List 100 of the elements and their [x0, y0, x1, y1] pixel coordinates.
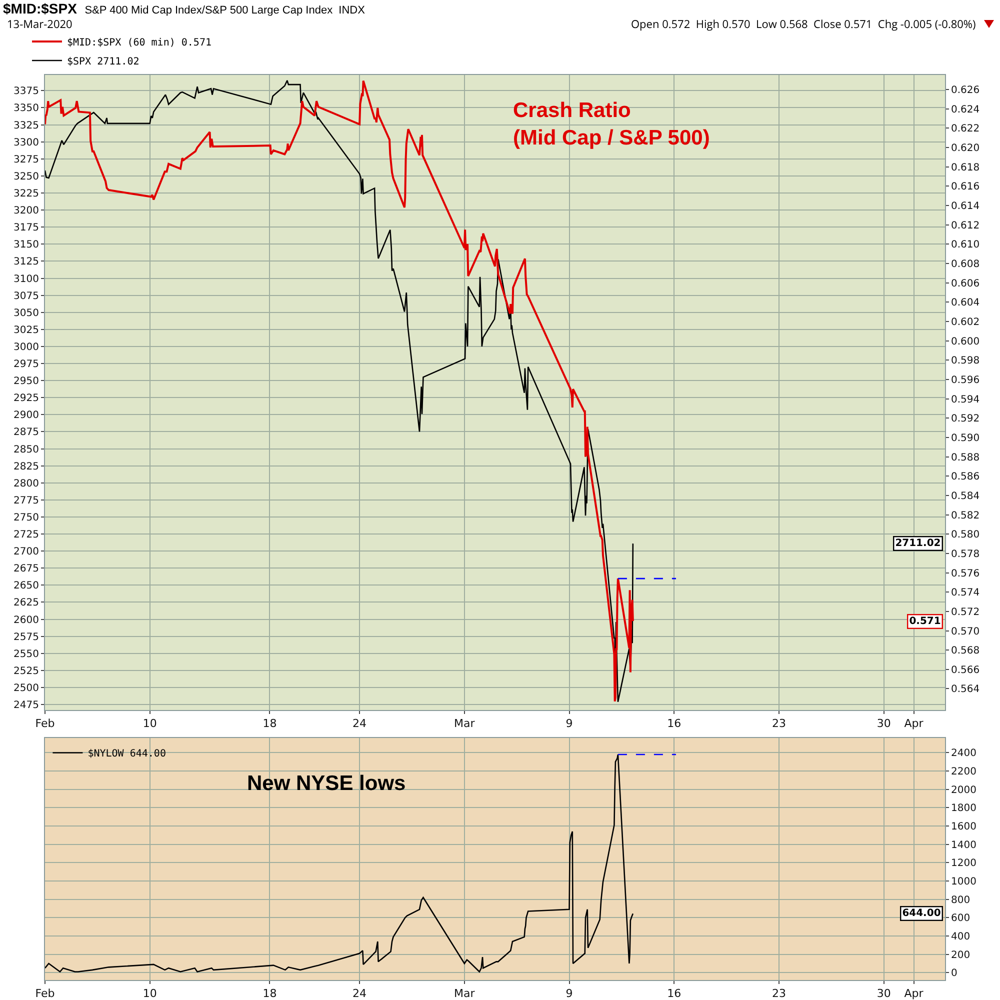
y-tick-label: 2975 [14, 359, 39, 370]
y-tick-label: 2625 [14, 598, 39, 609]
legend-label: $SPX 2711.02 [67, 56, 140, 68]
y-tick-label: 2600 [14, 614, 39, 626]
y-tick-label: 400 [951, 932, 970, 942]
y2-tick-label: 0.614 [951, 200, 980, 212]
y-tick-label: 3075 [14, 290, 39, 302]
x-tick-label: 10 [142, 987, 157, 1000]
y2-tick-label: 0.582 [951, 510, 980, 522]
y-tick-label: 2775 [14, 495, 39, 506]
y-tick-label: 2875 [14, 427, 39, 438]
y-tick-label: 3300 [14, 137, 39, 148]
x-tick-label: 24 [352, 717, 367, 730]
x-tick-label: Feb [35, 717, 55, 730]
y2-tick-label: 0.604 [951, 298, 980, 309]
y-tick-label: 800 [951, 894, 970, 906]
y2-tick-label: 0.584 [951, 490, 980, 502]
y-tick-label: 2675 [14, 564, 39, 575]
y-tick-label: 3375 [14, 86, 39, 98]
x-tick-label: 9 [566, 987, 573, 1000]
y-tick-label: 1600 [951, 822, 976, 832]
chart-title: $MID:$SPX [3, 0, 78, 17]
text: Open 0.572 High 0.570 Low 0.568 Close 0.571 Chg -0.005 (-0.80%) [631, 17, 976, 32]
x-tick-label: Apr [904, 987, 924, 1000]
y2-tick-label: 0.564 [951, 684, 980, 696]
chart-subtitle: S&P 400 Mid Cap Index/S&P 500 Large Cap Index INDX [84, 4, 366, 17]
y2-tick-label: 0.610 [951, 240, 980, 251]
y-tick-label: 3275 [14, 154, 39, 166]
y2-tick-label: 0.592 [951, 414, 980, 425]
y-tick-label: 3125 [14, 256, 39, 268]
y2-tick-label: 0.580 [951, 530, 980, 541]
y2-tick-label: 0.606 [951, 278, 980, 290]
y2-tick-label: 0.586 [951, 472, 980, 483]
x-tick-label: Apr [904, 717, 924, 730]
y2-tick-label: 0.626 [951, 85, 980, 96]
x-tick-label: Mar [454, 717, 476, 730]
y2-tick-label: 0.590 [951, 432, 980, 444]
y-tick-label: 2575 [14, 632, 39, 643]
legend-label: $MID:$SPX (60 min) 0.571 [67, 37, 212, 48]
x-tick-label: 18 [262, 987, 277, 1000]
x-tick-label: 23 [772, 987, 786, 1000]
x-tick-label: 16 [667, 717, 682, 730]
y-tick-label: 3325 [14, 120, 39, 132]
y2-tick-label: 0.594 [951, 394, 980, 406]
y-tick-label: 3250 [14, 171, 39, 182]
y2-tick-label: 0.608 [951, 258, 980, 270]
y-tick-label: 2550 [14, 648, 39, 660]
y2-tick-label: 0.620 [951, 142, 980, 154]
y-tick-label: 2725 [14, 530, 39, 541]
y-tick-label: 2800 [14, 478, 39, 490]
y-tick-label: 3100 [14, 274, 39, 285]
y2-tick-label: 0.568 [951, 646, 980, 657]
y2-tick-label: 0.602 [951, 316, 980, 328]
y2-tick-label: 0.574 [951, 588, 980, 599]
x-tick-label: 18 [262, 717, 277, 730]
legend-label: $NYLOW 644.00 [88, 748, 166, 760]
y2-tick-label: 0.578 [951, 548, 980, 560]
y2-tick-label: 0.576 [951, 568, 980, 580]
annotation: Crash Ratio (Mid Cap / S&P 500) [513, 99, 710, 150]
y2-tick-label: 0.622 [951, 124, 980, 135]
y2-tick-label: 0.618 [951, 162, 980, 174]
y-tick-label: 1800 [951, 803, 976, 814]
y2-tick-label: 0.598 [951, 356, 980, 367]
x-tick-label: 23 [772, 717, 786, 730]
y-tick-label: 2650 [14, 580, 39, 592]
y-tick-label: 3150 [14, 240, 39, 251]
y2-tick-label: 0.566 [951, 664, 980, 676]
annotation: 2711.02 [895, 538, 941, 550]
annotation: 644.00 [902, 908, 941, 920]
x-tick-label: 10 [142, 717, 157, 730]
x-tick-label: 16 [667, 987, 682, 1000]
y-tick-label: 3225 [14, 188, 39, 200]
y-tick-label: 1000 [951, 876, 976, 888]
y-tick-label: 2950 [14, 376, 39, 388]
y-tick-label: 200 [951, 950, 970, 961]
y-tick-label: 2000 [951, 784, 976, 796]
y-tick-label: 3175 [14, 222, 39, 234]
y-tick-label: 1200 [951, 858, 976, 870]
y-tick-label: 1400 [951, 840, 976, 851]
y2-tick-label: 0.588 [951, 452, 980, 464]
y-tick-label: 2700 [14, 546, 39, 558]
y-tick-label: 3200 [14, 206, 39, 217]
y-tick-label: 2500 [14, 682, 39, 694]
x-tick-label: 24 [352, 987, 367, 1000]
y-tick-label: 600 [951, 913, 970, 924]
y-tick-label: 3000 [14, 342, 39, 353]
y2-tick-label: 0.572 [951, 606, 980, 618]
y-tick-label: 2750 [14, 512, 39, 524]
x-tick-label: 30 [876, 987, 891, 1000]
text: 13-Mar-2020 [7, 17, 72, 32]
y-tick-label: 2825 [14, 461, 39, 472]
y2-tick-label: 0.596 [951, 374, 980, 386]
annotation: New NYSE lows [247, 772, 406, 795]
y-tick-label: 2475 [14, 700, 39, 712]
y2-tick-label: 0.612 [951, 220, 980, 232]
y-tick-label: 3025 [14, 324, 39, 336]
y-tick-label: 2400 [951, 748, 976, 760]
x-tick-label: Feb [35, 987, 55, 1000]
x-tick-label: Mar [454, 987, 476, 1000]
y2-tick-label: 0.616 [951, 182, 980, 193]
